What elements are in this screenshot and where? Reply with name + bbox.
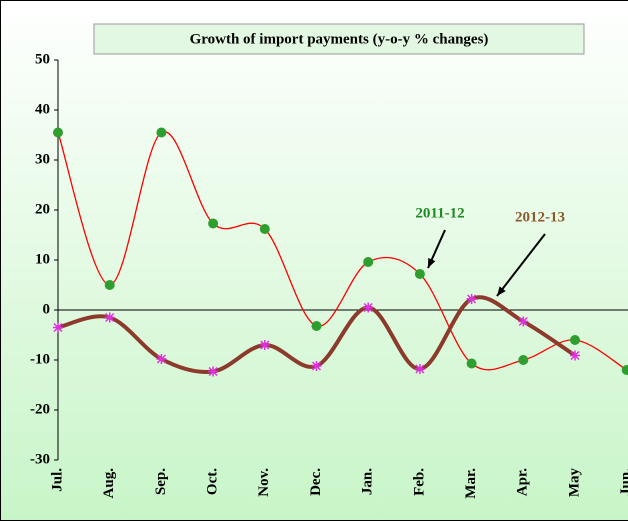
marker bbox=[414, 364, 425, 374]
x-tick-label: Sep. bbox=[153, 468, 169, 495]
x-tick-label: Jul. bbox=[49, 468, 65, 492]
y-tick-label: 10 bbox=[35, 251, 50, 267]
x-tick-label: Jun. bbox=[618, 468, 628, 496]
marker bbox=[259, 224, 270, 234]
marker bbox=[363, 257, 374, 267]
x-tick-label: Aug. bbox=[101, 468, 117, 499]
chart-title: Growth of import payments (y-o-y % chang… bbox=[190, 31, 489, 47]
x-tick-label: Feb. bbox=[411, 468, 427, 496]
y-tick-label: 0 bbox=[43, 301, 51, 317]
y-tick-label: 30 bbox=[35, 151, 50, 167]
x-tick-label: Mar. bbox=[463, 468, 479, 499]
arrow-head bbox=[497, 286, 506, 296]
x-tick-label: Dec. bbox=[308, 468, 324, 496]
y-tick-label: -10 bbox=[30, 351, 50, 367]
y-tick-label: -30 bbox=[30, 451, 50, 467]
title-box bbox=[93, 23, 585, 55]
y-tick-label: 20 bbox=[35, 201, 50, 217]
marker bbox=[259, 340, 270, 350]
series-label: 2011-12 bbox=[415, 205, 464, 221]
marker bbox=[311, 321, 322, 331]
marker bbox=[156, 354, 167, 364]
marker bbox=[363, 302, 374, 313]
series-line bbox=[57, 131, 628, 371]
marker bbox=[208, 218, 219, 229]
marker bbox=[414, 269, 425, 279]
marker bbox=[621, 365, 628, 375]
x-tick-label: Oct. bbox=[205, 468, 221, 495]
marker bbox=[466, 358, 477, 369]
x-tick-label: Jan. bbox=[360, 468, 376, 495]
marker bbox=[104, 312, 115, 323]
y-tick-label: 50 bbox=[35, 51, 50, 67]
x-tick-label: Nov. bbox=[256, 468, 272, 497]
marker bbox=[311, 361, 322, 371]
marker bbox=[156, 127, 167, 138]
x-tick-label: Apr. bbox=[515, 468, 531, 496]
x-tick-label: May bbox=[566, 468, 582, 498]
series-label: 2012-13 bbox=[515, 209, 565, 225]
series-line bbox=[57, 295, 577, 375]
marker bbox=[518, 355, 529, 365]
marker bbox=[570, 350, 580, 361]
marker bbox=[53, 322, 63, 333]
y-tick-label: -20 bbox=[30, 401, 50, 417]
arrow-head bbox=[428, 258, 436, 268]
marker bbox=[466, 294, 477, 304]
marker bbox=[53, 127, 63, 138]
marker bbox=[518, 316, 529, 327]
marker bbox=[570, 335, 580, 345]
y-tick-label: 40 bbox=[35, 101, 50, 117]
marker bbox=[208, 366, 219, 377]
annotation-arrow bbox=[496, 233, 546, 297]
marker bbox=[104, 280, 115, 290]
